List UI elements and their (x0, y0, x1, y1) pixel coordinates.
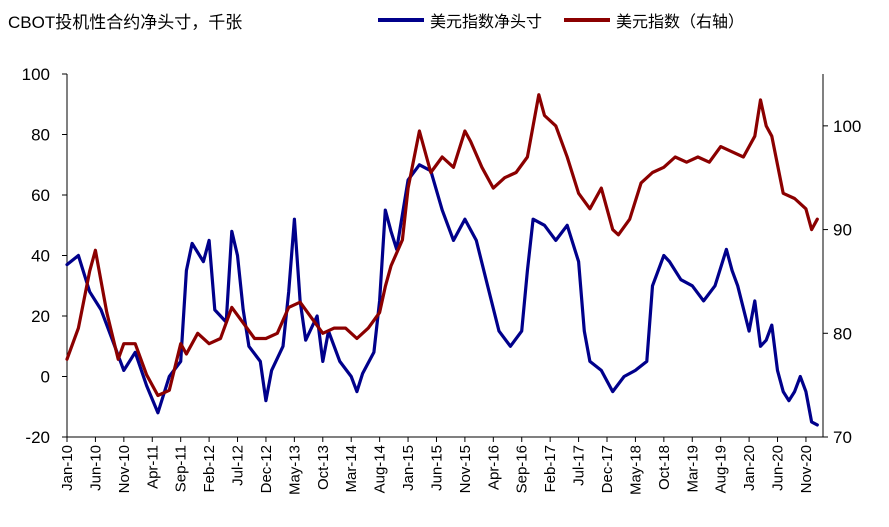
legend-swatch-net-position (378, 18, 424, 22)
x-tick-label: Nov-10 (116, 445, 133, 493)
x-tick-label: Feb-12 (201, 445, 218, 493)
x-tick-label: Jul-12 (230, 445, 247, 486)
x-tick-label: Aug-14 (372, 445, 389, 493)
left-tick-label: 0 (41, 368, 50, 387)
x-tick-label: Sep-16 (514, 445, 531, 493)
x-tick-label: May-18 (627, 445, 644, 495)
right-tick-label: 80 (833, 324, 852, 343)
x-tick-label: Oct-18 (656, 445, 673, 490)
right-tick-label: 70 (833, 428, 852, 447)
x-tick-label: Mar-19 (684, 445, 701, 493)
x-tick-label: Aug-19 (713, 445, 730, 493)
x-tick-label: Jan-10 (59, 445, 76, 491)
x-tick-label: Dec-17 (599, 445, 616, 493)
right-tick-label: 100 (833, 117, 861, 136)
series-line-dollar-index (65, 93, 819, 398)
left-tick-label: 80 (31, 126, 50, 145)
x-tick-label: May-13 (286, 445, 303, 495)
chart-title: CBOT投机性合约净头寸，千张 (8, 13, 243, 32)
x-tick-label: Jul-17 (571, 445, 588, 486)
x-tick-label: Sep-11 (173, 445, 190, 492)
x-tick-label: Nov-20 (798, 445, 815, 493)
legend-item-net-position: 美元指数净头寸 (378, 8, 542, 32)
left-tick-label: 40 (31, 247, 50, 266)
legend-label-net-position: 美元指数净头寸 (430, 14, 543, 31)
x-tick-label: Oct-13 (315, 445, 332, 490)
x-tick-label: Apr-11 (144, 445, 161, 489)
left-tick-label: 100 (22, 65, 50, 84)
x-tick-label: Jan-20 (741, 445, 758, 491)
left-tick-label: -20 (25, 428, 50, 447)
x-tick-label: Jun-20 (770, 445, 787, 491)
left-tick-label: 60 (31, 186, 50, 205)
x-tick-label: Jun-10 (87, 445, 104, 491)
x-tick-label: Jan-15 (400, 445, 417, 491)
series-line-net-position (65, 163, 819, 427)
x-tick-label: Dec-12 (258, 445, 275, 493)
x-tick-label: Jun-15 (428, 445, 445, 491)
right-tick-label: 90 (833, 221, 852, 240)
legend-label-dollar-index: 美元指数（右轴） (616, 14, 745, 31)
x-tick-label: Nov-15 (457, 445, 474, 493)
legend-swatch-dollar-index (564, 18, 610, 22)
x-tick-label: Mar-14 (343, 445, 360, 493)
left-tick-label: 20 (31, 307, 50, 326)
x-tick-label: Feb-17 (542, 445, 559, 493)
x-tick-label: Apr-16 (485, 445, 502, 490)
legend-item-dollar-index: 美元指数（右轴） (564, 8, 744, 32)
